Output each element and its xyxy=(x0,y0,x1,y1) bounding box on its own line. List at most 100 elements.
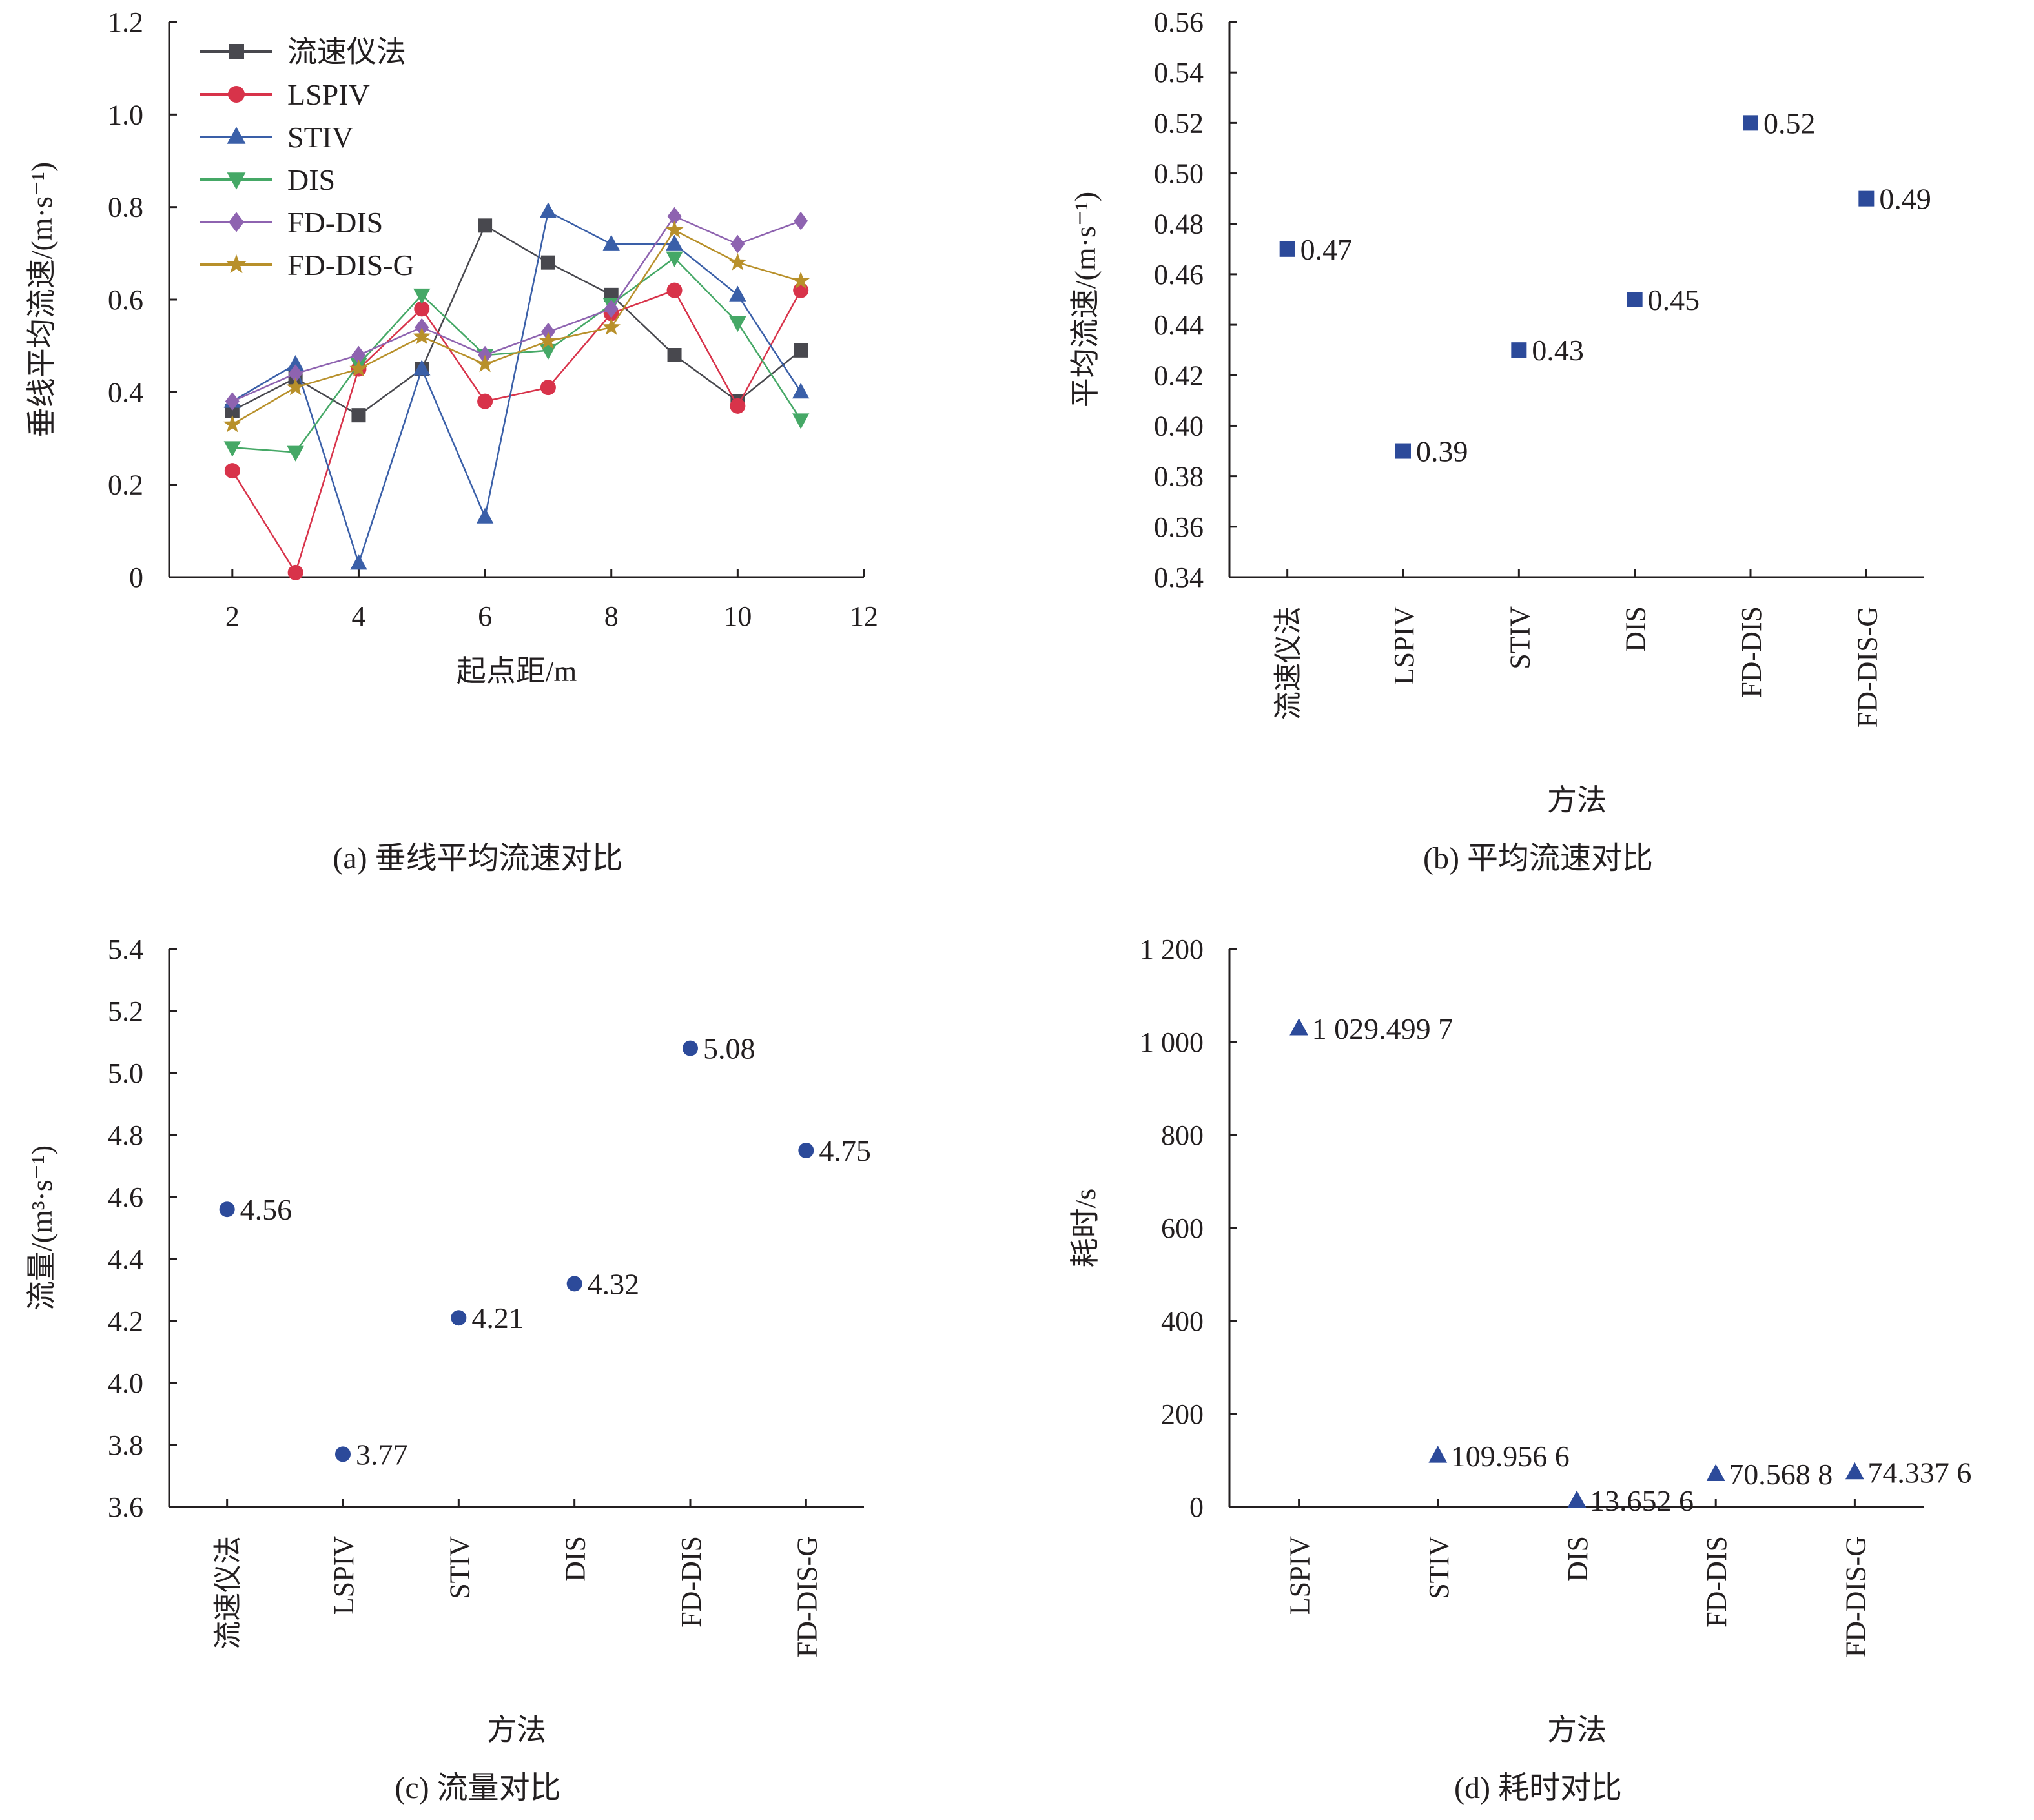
x-category-label: FD-DIS xyxy=(675,1536,707,1628)
data-point xyxy=(602,234,620,251)
data-point xyxy=(287,445,304,462)
data-point xyxy=(223,414,241,433)
x-category-label: 流速仪法 xyxy=(212,1536,244,1650)
legend-label: FD-DIS xyxy=(287,206,383,239)
series-DIS xyxy=(223,251,810,462)
data-label: 4.75 xyxy=(819,1134,871,1167)
y-tick-label: 0.56 xyxy=(1154,6,1204,38)
data-point xyxy=(539,202,557,218)
y-tick-label: 0 xyxy=(129,562,143,593)
data-point xyxy=(224,463,240,479)
data-point xyxy=(287,355,304,371)
x-category-label: FD-DIS-G xyxy=(1851,606,1883,728)
data-label: 70.568 8 xyxy=(1729,1458,1833,1491)
data-point xyxy=(219,1201,235,1218)
legend-marker xyxy=(229,212,244,232)
series-LSPIV xyxy=(224,282,809,580)
y-tick-label: 4.4 xyxy=(108,1243,143,1275)
panel-caption: (d) 耗时对比 xyxy=(1454,1771,1622,1805)
panel-caption: (b) 平均流速对比 xyxy=(1423,841,1653,875)
data-label: 13.652 6 xyxy=(1590,1484,1694,1517)
data-label: 109.956 6 xyxy=(1451,1440,1570,1473)
data-label: 4.32 xyxy=(588,1267,640,1300)
data-point xyxy=(476,507,494,524)
x-tick-label: 4 xyxy=(351,600,365,632)
x-category-label: STIV xyxy=(444,1536,475,1599)
legend-item: STIV xyxy=(200,121,353,154)
series-line xyxy=(232,229,801,425)
legend-item: FD-DIS-G xyxy=(200,249,415,281)
data-point xyxy=(1706,1464,1725,1481)
y-tick-label: 0.34 xyxy=(1154,562,1204,593)
data-point xyxy=(729,285,746,302)
y-tick-label: 5.4 xyxy=(108,934,143,965)
data-point xyxy=(1858,190,1875,207)
data-label: 3.77 xyxy=(356,1438,408,1471)
legend-marker xyxy=(226,254,247,274)
x-category-label: LSPIV xyxy=(328,1536,360,1615)
y-tick-label: 0.8 xyxy=(108,192,143,223)
x-axis-label: 方法 xyxy=(1547,1713,1607,1746)
data-point xyxy=(798,1143,814,1158)
x-category-label: 流速仪法 xyxy=(1273,606,1304,720)
y-axis-label: 流量/(m³·s⁻¹) xyxy=(25,1145,58,1311)
data-point xyxy=(539,343,557,360)
x-category-label: LSPIV xyxy=(1388,606,1420,685)
data-point xyxy=(667,207,682,226)
legend-item: LSPIV xyxy=(200,78,370,111)
x-tick-label: 10 xyxy=(723,600,752,632)
x-tick-label: 6 xyxy=(478,600,492,632)
data-point xyxy=(477,393,493,409)
data-point xyxy=(335,1446,351,1462)
y-tick-label: 0.52 xyxy=(1154,107,1204,139)
data-point xyxy=(730,234,745,254)
y-tick-label: 0.38 xyxy=(1154,461,1204,493)
x-tick-label: 12 xyxy=(850,600,878,632)
data-point xyxy=(287,564,303,580)
y-tick-label: 4.0 xyxy=(108,1367,143,1399)
data-point xyxy=(666,234,683,251)
y-axis-label: 平均流速/(m·s⁻¹) xyxy=(1069,192,1102,408)
data-point xyxy=(604,300,619,318)
series-line xyxy=(232,215,801,402)
y-tick-label: 4.6 xyxy=(108,1181,143,1213)
data-point xyxy=(566,1276,582,1292)
data-point xyxy=(539,331,557,349)
data-point xyxy=(1289,1018,1308,1036)
data-point xyxy=(1279,241,1295,257)
data-point xyxy=(286,378,305,396)
x-category-label: STIV xyxy=(1423,1536,1455,1599)
series-FD-DIS-G xyxy=(223,220,810,433)
x-category-label: FD-DIS-G xyxy=(791,1536,823,1657)
data-label: 0.49 xyxy=(1879,183,1931,216)
data-point xyxy=(602,318,621,335)
data-point xyxy=(1428,1446,1448,1463)
chart-b: 0.34 0.36 0.38 0.40 0.42 0.44 0.46 0.48 0.50 0.52… xyxy=(1069,6,1931,875)
data-label: 0.45 xyxy=(1648,283,1700,316)
data-point xyxy=(1743,115,1758,131)
series-line xyxy=(232,210,802,566)
y-tick-label: 0.40 xyxy=(1154,410,1204,442)
y-tick-label: 0.42 xyxy=(1154,360,1204,391)
data-point xyxy=(223,441,241,457)
data-point xyxy=(794,211,808,230)
x-tick-label: 8 xyxy=(604,600,619,632)
data-point xyxy=(413,327,431,345)
y-tick-label: 0 xyxy=(1189,1491,1204,1523)
data-point xyxy=(1845,1462,1864,1480)
data-point xyxy=(225,392,240,411)
y-tick-label: 1.2 xyxy=(108,6,143,38)
y-tick-label: 600 xyxy=(1161,1212,1204,1244)
x-axis-label: 方法 xyxy=(487,1713,546,1746)
data-point xyxy=(728,252,747,271)
y-tick-label: 0.4 xyxy=(108,376,143,408)
data-point xyxy=(730,398,746,414)
data-point xyxy=(683,1040,698,1056)
x-category-label: FD-DIS xyxy=(1701,1536,1732,1628)
data-label: 0.43 xyxy=(1532,334,1584,367)
data-point xyxy=(351,345,366,365)
chart-d: 0 200 400 600 800 1 000 1 200 耗时/s 方法 (d) 耗时对比 LSP… xyxy=(1069,934,1971,1805)
x-category-label: FD-DIS-G xyxy=(1840,1536,1871,1657)
data-label: 1 029.499 7 xyxy=(1312,1012,1454,1045)
